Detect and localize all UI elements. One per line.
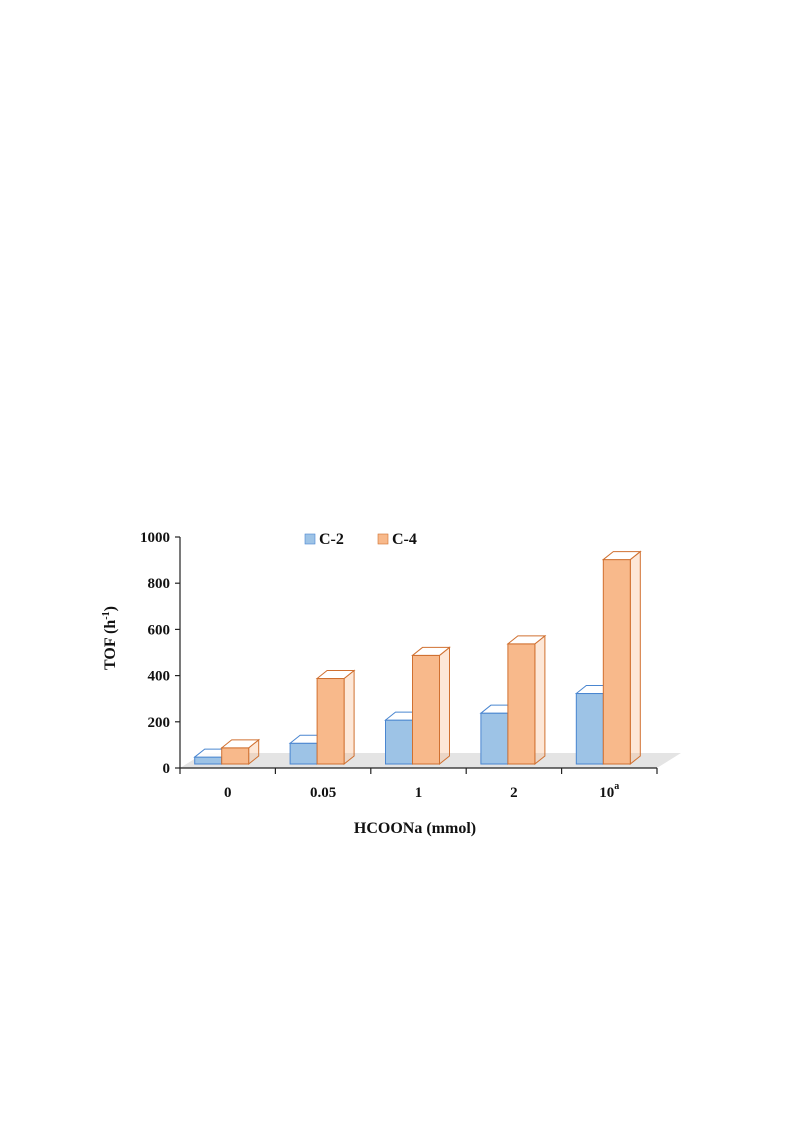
y-tick-label: 1000 (140, 530, 170, 546)
bar-front (385, 719, 413, 765)
x-tick-label: 0.05 (310, 785, 336, 801)
bar-side (629, 550, 641, 766)
tick-labels: 0 200 400 600 800 1000 0 0.05 1 2 10a (140, 530, 619, 801)
legend-item-c-2: C-2 (304, 531, 344, 548)
bar-c-4-10 (601, 550, 642, 766)
y-axis-title: TOF (h-1) (101, 606, 119, 670)
x-tick-label: 10a (599, 781, 619, 801)
y-tick-label: 200 (148, 715, 171, 731)
legend-item-c-4: C-4 (377, 531, 417, 548)
bar-top (411, 646, 451, 656)
bar-top (601, 551, 642, 561)
bar-front (602, 559, 631, 765)
x-axis-title: HCOONa (mmol) (354, 820, 476, 837)
bar-front (412, 654, 440, 765)
x-tick-label: 0 (224, 785, 232, 801)
y-tick-label: 800 (148, 576, 171, 592)
bar-side (343, 669, 355, 766)
bar-c-4-0.05 (315, 669, 356, 766)
x-tick-label: 1 (415, 785, 423, 801)
bar-top (315, 670, 356, 680)
bar-top (506, 635, 547, 645)
bar-c-4-0 (220, 738, 261, 766)
bar-front (507, 643, 536, 765)
legend-swatch (377, 533, 389, 545)
y-axis-title-sup: -1 (101, 611, 112, 619)
bar-front (480, 712, 509, 765)
x-tick-label: 2 (510, 785, 518, 801)
legend-label: C-4 (392, 531, 417, 548)
bar-c-4-1 (411, 646, 451, 766)
bar-front (289, 742, 318, 765)
axes (175, 536, 658, 774)
x-tick-superscript: a (614, 781, 619, 792)
y-tick-label: 600 (148, 622, 171, 638)
bar-side (439, 646, 450, 766)
bar-front (316, 678, 345, 765)
y-axis-title-close: ) (102, 606, 119, 611)
bar-c-4-2 (506, 634, 547, 766)
bar-front (194, 756, 223, 765)
y-tick-label: 0 (163, 761, 171, 777)
bars (193, 550, 642, 766)
bar-front (221, 747, 250, 765)
y-axis-title-main: TOF (h (102, 620, 119, 670)
bar-front (575, 693, 604, 765)
legend-label: C-2 (319, 531, 344, 548)
legend-swatch (304, 533, 316, 545)
legend: C-2 C-4 (304, 531, 417, 548)
bar-top (220, 739, 261, 749)
y-tick-label: 400 (148, 669, 171, 685)
bar-side (534, 634, 546, 766)
